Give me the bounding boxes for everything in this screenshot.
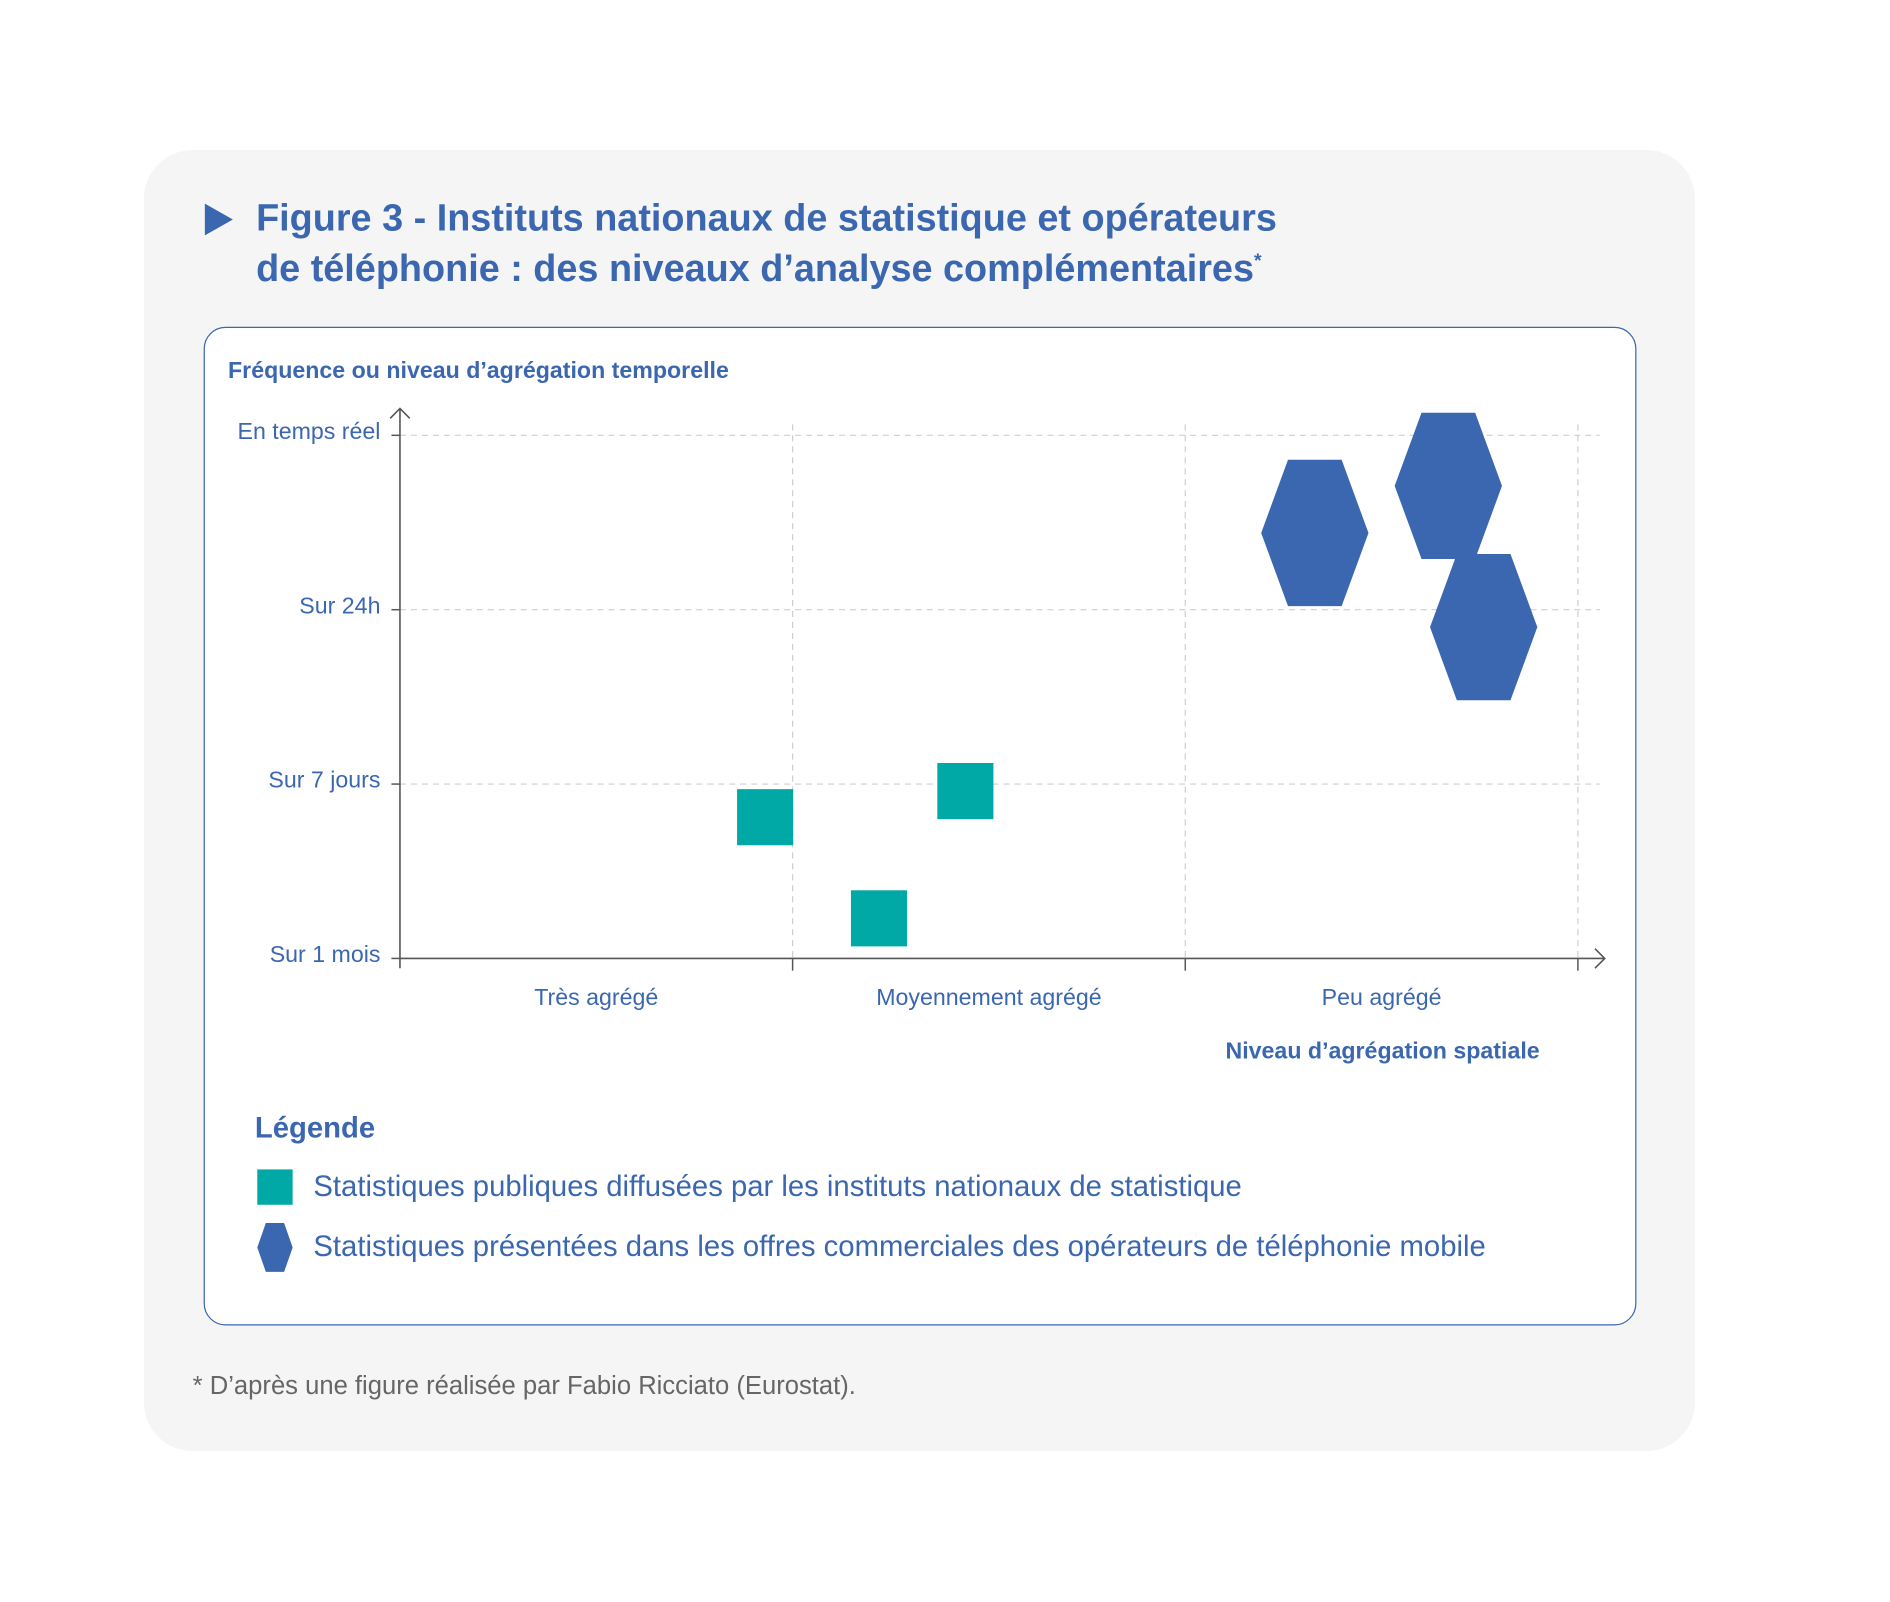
figure-title: Figure 3 - Instituts nationaux de statis… xyxy=(256,196,1277,290)
square-marker xyxy=(737,789,794,846)
x-axis-label: Niveau d’agrégation spatiale xyxy=(1225,1038,1540,1065)
hexagon-marker xyxy=(1394,412,1502,560)
title-footnote-mark: * xyxy=(1253,251,1262,272)
y-axis-arrow-icon xyxy=(389,407,411,419)
hexagon-marker xyxy=(1430,553,1538,701)
y-tick-label: Sur 24h xyxy=(299,593,381,620)
footnote: * D’après une figure réalisée par Fabio … xyxy=(192,1371,856,1400)
square-marker xyxy=(937,763,994,820)
x-tick-label: Moyennement agrégé xyxy=(876,985,1102,1011)
x-axis-arrow-icon xyxy=(1594,948,1606,969)
title-line-1: Figure 3 - Instituts nationaux de statis… xyxy=(256,196,1277,240)
x-tick-label: Peu agrégé xyxy=(1321,985,1442,1011)
hexagon-marker xyxy=(1261,459,1369,607)
legend-item-operators: Statistiques présentées dans les offres … xyxy=(313,1230,1486,1264)
x-tick-label: Très agrégé xyxy=(534,985,659,1011)
legend-title: Légende xyxy=(254,1112,376,1146)
y-tick-label: En temps réel xyxy=(237,419,381,446)
y-tick-label: Sur 1 mois xyxy=(269,942,381,969)
y-axis-label: Fréquence ou niveau d’agrégation tempore… xyxy=(228,358,729,385)
square-marker xyxy=(850,890,908,947)
title-line-2: de téléphonie : des niveaux d’analyse co… xyxy=(256,246,1254,290)
triangle-bullet-icon xyxy=(204,203,233,236)
legend-item-public: Statistiques publiques diffusées par les… xyxy=(313,1170,1242,1204)
y-tick-label: Sur 7 jours xyxy=(268,768,381,794)
